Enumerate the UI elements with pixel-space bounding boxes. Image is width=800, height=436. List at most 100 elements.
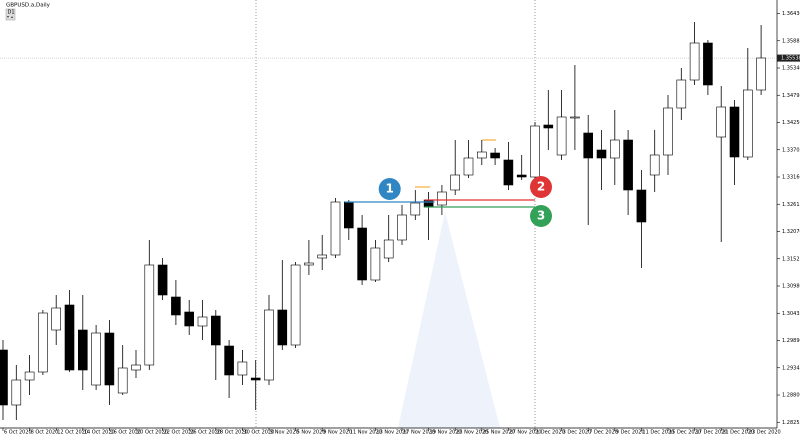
candle-body bbox=[583, 132, 594, 159]
y-tick-label: 1.35885 bbox=[782, 38, 800, 44]
candle-body bbox=[211, 315, 221, 346]
candle-body bbox=[450, 174, 461, 191]
x-tick-label: 19 Nov 2020 bbox=[430, 430, 462, 436]
candle-body bbox=[91, 332, 101, 386]
x-tick-label: 14 Oct 2020 bbox=[84, 430, 115, 436]
candle-body bbox=[357, 227, 367, 281]
x-tick-label: 25 Nov 2020 bbox=[483, 430, 515, 436]
x-tick-label: 7 Dec 2020 bbox=[589, 430, 618, 436]
level-marker bbox=[530, 176, 552, 198]
candle-body bbox=[38, 312, 48, 373]
chart-title: GBPUSD.a,Daily bbox=[6, 3, 51, 9]
y-tick-label: 1.36430 bbox=[782, 11, 800, 17]
candle-body bbox=[556, 116, 567, 156]
y-tick-label: 1.35340 bbox=[782, 66, 800, 72]
x-tick-label: 17 Dec 2020 bbox=[696, 430, 728, 436]
candle-body bbox=[237, 361, 248, 376]
candle-body bbox=[423, 199, 434, 208]
x-tick-label: 9 Dec 2020 bbox=[616, 430, 645, 436]
candle-body bbox=[636, 189, 647, 223]
y-tick-label: 1.28255 bbox=[782, 420, 800, 426]
x-tick-label: 23 Nov 2020 bbox=[456, 430, 488, 436]
x-tick-label: 11 Nov 2020 bbox=[350, 430, 382, 436]
x-tick-label: 21 Dec 2020 bbox=[722, 430, 754, 436]
x-tick-label: 11 Dec 2020 bbox=[642, 430, 674, 436]
candle-body bbox=[570, 116, 580, 119]
timeframe-box[interactable] bbox=[5, 8, 16, 21]
y-tick-label: 1.28800 bbox=[782, 393, 800, 399]
candle-body bbox=[437, 191, 447, 206]
candle-body bbox=[676, 79, 687, 109]
y-tick-label: 1.29890 bbox=[782, 338, 800, 344]
x-tick-label: 16 Oct 2020 bbox=[110, 430, 141, 436]
x-tick-label: 27 Nov 2020 bbox=[509, 430, 541, 436]
candle-body bbox=[596, 149, 607, 159]
candle-body bbox=[330, 201, 341, 256]
x-tick-label: 1 Dec 2020 bbox=[536, 430, 565, 436]
candle-body bbox=[503, 159, 514, 186]
candle-body bbox=[543, 124, 554, 129]
candle-body bbox=[171, 296, 181, 316]
candle-body bbox=[397, 214, 407, 241]
x-tick-label: 12 Oct 2020 bbox=[57, 430, 88, 436]
candle-body bbox=[157, 264, 168, 296]
candle-body bbox=[729, 106, 740, 158]
candle-body bbox=[78, 329, 88, 371]
candle-body bbox=[250, 377, 261, 381]
candle-body bbox=[117, 367, 128, 394]
x-tick-label: 26 Oct 2020 bbox=[190, 430, 221, 436]
candle-body bbox=[516, 174, 527, 178]
x-tick-label: 30 Oct 2020 bbox=[243, 430, 274, 436]
y-tick-label: 1.32070 bbox=[782, 229, 800, 235]
candle-body bbox=[476, 151, 487, 159]
x-tick-label: 22 Oct 2020 bbox=[164, 430, 195, 436]
candle-body bbox=[463, 157, 474, 176]
candle-body bbox=[131, 364, 141, 371]
candle-body bbox=[317, 254, 328, 259]
candle-body bbox=[224, 345, 234, 376]
level-marker-label: 1 bbox=[386, 182, 394, 196]
candle-body bbox=[609, 139, 620, 159]
timeframe: D1 bbox=[8, 10, 15, 16]
level-marker bbox=[530, 205, 552, 227]
candle-body bbox=[184, 311, 194, 327]
y-tick-label: 1.33705 bbox=[782, 147, 800, 153]
candle-body bbox=[104, 332, 115, 386]
current-price-label: 1.35538 bbox=[781, 56, 800, 62]
candle-body bbox=[703, 42, 713, 86]
y-tick-label: 1.30980 bbox=[782, 284, 800, 290]
x-tick-label: 9 Nov 2020 bbox=[323, 430, 352, 436]
candle-body bbox=[663, 107, 673, 156]
y-tick-label: 1.29345 bbox=[782, 365, 800, 371]
candle-body bbox=[304, 262, 314, 266]
y-tick-label: 1.33160 bbox=[782, 175, 800, 181]
level-marker-label: 2 bbox=[537, 180, 545, 194]
y-tick-label: 1.30435 bbox=[782, 311, 800, 317]
candle-body bbox=[24, 371, 35, 381]
candle-body bbox=[756, 57, 766, 91]
x-tick-label: 13 Nov 2020 bbox=[376, 430, 408, 436]
x-tick-label: 23 Dec 2020 bbox=[749, 430, 781, 436]
candle-body bbox=[490, 152, 500, 159]
y-tick-label: 1.32615 bbox=[782, 202, 800, 208]
candle-body bbox=[264, 309, 274, 381]
plot: 1.36430 1.35885 1.35340 1.34795 1.34250 1.337… bbox=[0, 11, 800, 436]
candle-body bbox=[51, 307, 62, 331]
candle-body bbox=[277, 309, 288, 346]
y-tick-label: 1.31525 bbox=[782, 256, 800, 262]
candle-body bbox=[530, 125, 540, 178]
candle-body bbox=[383, 239, 394, 259]
candle-body bbox=[64, 304, 75, 371]
candle-body bbox=[410, 202, 421, 216]
x-tick-label: 20 Oct 2020 bbox=[137, 430, 168, 436]
candle-body bbox=[0, 349, 8, 406]
shade bbox=[398, 212, 500, 428]
candle-body bbox=[649, 154, 660, 176]
candle-body bbox=[343, 201, 354, 229]
x-tick-label: 6 Oct 2020 bbox=[4, 430, 32, 436]
candle-body bbox=[623, 139, 633, 191]
x-tick-label: 3 Nov 2020 bbox=[270, 430, 299, 436]
level-marker-label: 3 bbox=[537, 209, 545, 223]
toggle-arrows[interactable] bbox=[7, 16, 13, 18]
